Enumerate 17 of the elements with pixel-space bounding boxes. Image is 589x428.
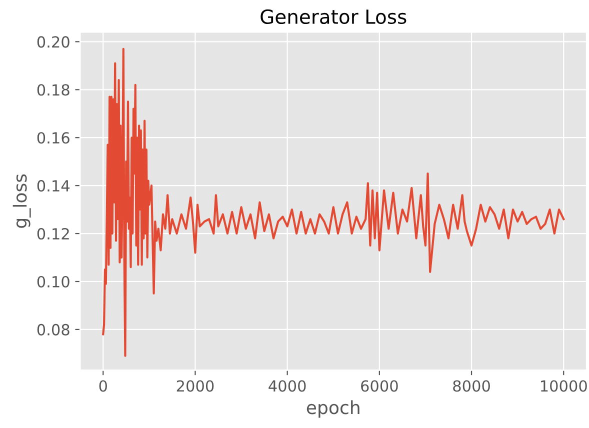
line-series bbox=[102, 48, 565, 357]
chart-title: Generator Loss bbox=[260, 9, 406, 24]
y-tick-label: 0.12 bbox=[37, 228, 69, 240]
y-axis-title: g_loss bbox=[12, 174, 31, 228]
y-tick-label: 0.08 bbox=[37, 324, 70, 336]
x-tick-label: 8000 bbox=[453, 380, 490, 392]
y-tick-label: 0.20 bbox=[37, 36, 70, 48]
x-axis-title: epoch bbox=[306, 400, 360, 418]
y-tick-label: 0.16 bbox=[37, 132, 70, 144]
x-tick-label: 0 bbox=[99, 380, 107, 392]
x-tick-label: 6000 bbox=[361, 380, 398, 392]
x-tick-label: 4000 bbox=[268, 380, 306, 392]
y-tick-label: 0.14 bbox=[37, 180, 70, 192]
x-tick-label: 2000 bbox=[176, 380, 214, 392]
y-tick-label: 0.10 bbox=[37, 276, 70, 288]
x-tick-label: 10000 bbox=[540, 380, 587, 392]
y-tick-label: 0.18 bbox=[37, 84, 70, 96]
